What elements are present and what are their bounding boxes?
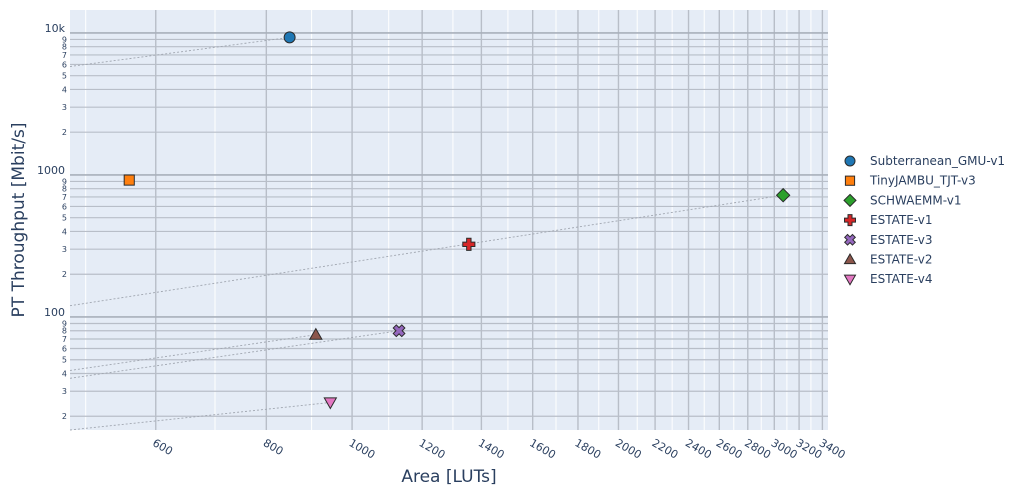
x-tick-label: 2600: [714, 436, 745, 461]
data-point: [462, 237, 476, 251]
data-points: [123, 31, 791, 410]
x-tick-label: 1600: [527, 436, 558, 461]
legend: Subterranean_GMU-v1 TinyJAMBU_TJT-v3 SCHWA…: [843, 154, 1005, 286]
x-tick-label: 1800: [572, 436, 603, 461]
y-axis-title: PT Throughput [Mbit/s]: [9, 123, 29, 318]
y-minor-tick-label: 8: [62, 185, 67, 194]
legend-entry-label: TinyJAMBU_TJT-v3: [869, 174, 976, 188]
y-minor-tick-label: 6: [62, 60, 67, 69]
y-minor-tick-label: 9: [62, 319, 67, 328]
x-tick-label: 3000: [769, 436, 800, 461]
y-minor-tick-label: 2: [62, 270, 67, 279]
y-minor-tick-label: 2: [62, 412, 67, 421]
x-tick-label: 1200: [417, 436, 448, 461]
data-point: [308, 327, 323, 340]
x-tick-label: 600: [150, 436, 175, 458]
y-minor-tick-label: 7: [62, 51, 67, 60]
legend-marker: [843, 233, 857, 246]
legend-marker: [843, 193, 857, 208]
data-point: [123, 174, 135, 186]
x-tick-label: 800: [261, 436, 286, 458]
x-tick-label: 2000: [613, 436, 644, 461]
legend-entry-label: SCHWAEMM-v1: [870, 193, 961, 207]
y-major-tick-label: 1000: [37, 164, 65, 177]
legend-marker: [844, 155, 856, 167]
x-tick-label: 3400: [817, 436, 848, 461]
y-minor-tick-label: 5: [62, 356, 67, 365]
trend-lines: [69, 36, 784, 431]
y-minor-tick-label: 6: [62, 344, 67, 353]
y-minor-tick-label: 7: [62, 193, 67, 202]
trend-line: [69, 194, 784, 307]
x-tick-label: 2200: [650, 436, 681, 461]
data-point: [775, 187, 791, 203]
trend-line: [69, 36, 290, 67]
data-point: [392, 324, 406, 338]
x-tick-label: 1000: [347, 436, 378, 461]
y-minor-tick-label: 6: [62, 202, 67, 211]
y-minor-tick-label: 3: [62, 387, 67, 396]
legend-marker: [844, 175, 856, 186]
y-minor-tick-label: 2: [62, 128, 67, 137]
y-minor-tick-label: 4: [62, 85, 67, 94]
legend-entry-label: ESTATE-v4: [870, 272, 933, 286]
y-minor-tick-label: 9: [62, 35, 67, 44]
legend-entry-label: ESTATE-v3: [870, 233, 933, 247]
y-minor-tick-label: 8: [62, 43, 67, 52]
y-minor-tick-label: 4: [62, 369, 67, 378]
legend-marker: [844, 214, 856, 227]
y-minor-tick-label: 4: [62, 227, 67, 236]
data-point: [283, 31, 296, 44]
legend-entry-label: ESTATE-v1: [870, 213, 933, 227]
y-minor-tick-label: 9: [62, 177, 67, 186]
plot-background: [70, 10, 828, 430]
legend-marker: [843, 252, 857, 265]
data-point: [323, 397, 338, 410]
x-tick-label: 2800: [742, 436, 773, 461]
y-minor-tick-label: 5: [62, 214, 67, 223]
y-minor-tick-label: 8: [62, 327, 67, 336]
y-minor-tick-label: 3: [62, 103, 67, 112]
x-tick-label: 2400: [683, 436, 714, 461]
trend-line: [69, 330, 400, 379]
x-tick-label: 1400: [476, 436, 507, 461]
y-major-tick-label: 100: [44, 306, 65, 319]
y-minor-tick-label: 3: [62, 245, 67, 254]
y-minor-tick-label: 7: [62, 335, 67, 344]
x-tick-labels: 600 800 1000 1200 1400 1600 1800 2000 2200 2400 26…: [150, 436, 847, 461]
legend-entry-label: Subterranean_GMU-v1: [870, 154, 1005, 168]
grid: [70, 10, 828, 430]
legend-marker: [843, 274, 857, 286]
trend-line: [69, 334, 316, 371]
x-axis-title: Area [LUTs]: [401, 467, 496, 487]
legend-entry-label: ESTATE-v2: [870, 253, 933, 267]
y-major-tick-label: 10k: [45, 22, 66, 35]
y-minor-tick-label: 5: [62, 72, 67, 81]
